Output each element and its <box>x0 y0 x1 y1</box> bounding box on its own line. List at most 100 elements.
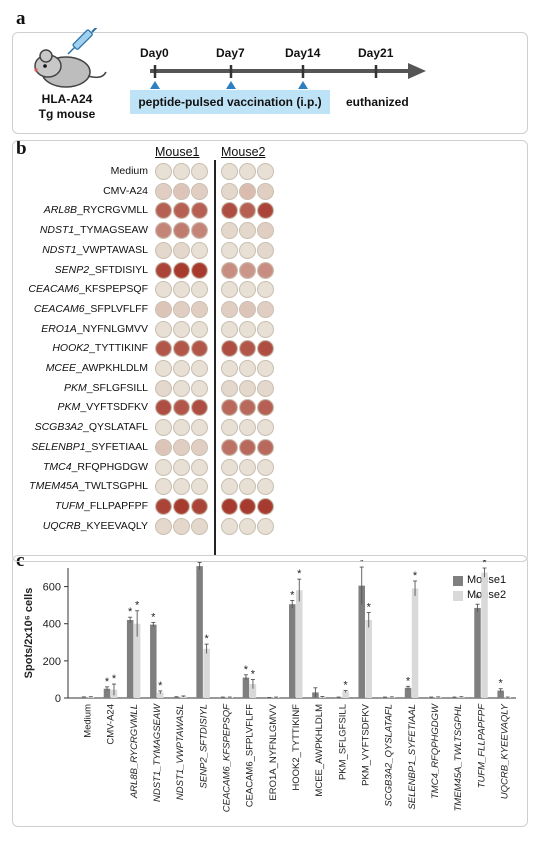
legend-swatch-mouse1 <box>453 576 463 586</box>
well-mouse1 <box>191 438 208 456</box>
well-mouse2 <box>221 458 238 476</box>
x-tick-label: CEACAM6_KFSPEPSQF <box>222 703 233 812</box>
well-row-label: NDST1_TYMAGSEAW <box>14 224 148 236</box>
well-mouse1 <box>155 360 172 377</box>
bar-mouse2 <box>180 696 187 698</box>
well-mouse1 <box>173 300 190 318</box>
well-mouse1 <box>191 458 208 476</box>
well-mouse1 <box>173 458 190 476</box>
x-tick-label: CEACAM6_SFPLVFLFF <box>245 704 256 807</box>
well-mouse1 <box>191 241 208 259</box>
well-mouse2 <box>239 182 256 200</box>
well-mouse1 <box>155 261 172 279</box>
peptide-name: CMV-A24 <box>103 184 148 197</box>
well-mouse2 <box>239 497 256 515</box>
well-row-label: TMC4_RFQPHGDGW <box>14 461 148 473</box>
well-mouse1 <box>191 340 208 358</box>
peptide-name: _VYFTSDFKV <box>80 401 148 414</box>
well-row-label: Medium <box>14 165 148 177</box>
day0-label: Day0 <box>140 46 169 60</box>
well-row-label: SENP2_SFTDISIYL <box>14 264 148 276</box>
bar-mouse2 <box>296 590 303 698</box>
gene-name: UQCRB <box>42 519 81 532</box>
day21-label: Day21 <box>358 46 394 60</box>
well-mouse2 <box>257 281 274 299</box>
well-mouse2 <box>239 261 256 279</box>
significance-star: * <box>475 593 480 605</box>
x-tick-label: PKM_SFLGFSILL <box>337 704 348 780</box>
significance-star: * <box>367 602 372 614</box>
well-mouse2 <box>221 360 238 377</box>
well-mouse1 <box>191 478 208 496</box>
significance-star: * <box>105 676 110 688</box>
well-mouse1 <box>191 497 208 515</box>
day7-label: Day7 <box>216 46 245 60</box>
well-mouse2 <box>257 419 274 437</box>
well-mouse2 <box>257 379 274 397</box>
well-mouse2 <box>221 379 238 397</box>
well-mouse2 <box>221 300 238 318</box>
well-mouse1 <box>173 379 190 397</box>
vaccination-box <box>130 90 330 114</box>
well-row-label: TMEM45A_TWLTSGPHL <box>14 480 148 492</box>
gene-name: ARL8B <box>43 204 77 217</box>
mouse-strain: HLA-A24 <box>41 92 93 106</box>
significance-star: * <box>204 633 209 645</box>
well-mouse2 <box>221 438 238 456</box>
peptide-name: _TYTTIKINF <box>89 342 148 355</box>
well-mouse2 <box>221 163 238 180</box>
well-mouse1 <box>173 222 190 240</box>
gene-name: SELENBP1 <box>31 440 86 453</box>
significance-star: * <box>128 606 133 618</box>
gene-name: NDST1 <box>42 243 77 256</box>
well-mouse1 <box>155 399 172 417</box>
well-mouse2 <box>239 379 256 397</box>
x-tick-label: HOOK2_TYTTIKINF <box>291 704 302 791</box>
significance-star: * <box>343 680 348 692</box>
well-mouse2 <box>257 300 274 318</box>
peptide-name: _QYSLATAFL <box>83 421 148 434</box>
well-mouse1 <box>173 517 190 535</box>
well-mouse1 <box>191 261 208 279</box>
well-mouse1 <box>155 458 172 476</box>
legend-swatch-mouse2 <box>453 591 463 601</box>
well-mouse1 <box>155 478 172 496</box>
x-tick-label: MCEE_AWPKHLDLM <box>314 704 325 797</box>
well-mouse2 <box>239 222 256 240</box>
gene-name: PKM <box>63 381 87 394</box>
bar-mouse2 <box>87 697 95 698</box>
peptide-name: _FLLPAPFPF <box>84 499 148 512</box>
bar-mouse2 <box>458 697 465 698</box>
x-tick-label: TMEM45A_TWLTSGPHL <box>453 704 464 812</box>
well-mouse1 <box>191 379 208 397</box>
x-tick-label: TMC4_RFQPHGDGW <box>430 703 441 799</box>
well-row-label: ARL8B_RYCRGVMLL <box>14 204 148 216</box>
well-row-label: SELENBP1_SYFETIAAL <box>14 441 148 453</box>
day14-label: Day14 <box>285 46 321 60</box>
significance-star: * <box>158 680 163 692</box>
well-mouse1 <box>191 419 208 437</box>
well-mouse1 <box>155 497 172 515</box>
peptide-name: _SFLGFSILL <box>86 381 148 394</box>
well-mouse1 <box>191 320 208 338</box>
well-mouse2 <box>221 182 238 200</box>
panel-c-frame <box>12 555 528 827</box>
well-mouse1 <box>155 340 172 358</box>
well-mouse2 <box>221 419 238 437</box>
bar-mouse2 <box>203 648 210 698</box>
well-mouse2 <box>257 182 274 200</box>
gene-name: TMC4 <box>42 460 72 473</box>
gene-name: SENP2 <box>54 263 90 276</box>
significance-star: * <box>151 611 156 623</box>
well-mouse1 <box>191 202 208 220</box>
gene-name: NDST1 <box>39 224 75 237</box>
well-mouse1 <box>173 281 190 299</box>
significance-star: * <box>197 560 202 563</box>
significance-star: * <box>406 675 411 687</box>
gene-name: MCEE <box>45 362 77 374</box>
well-mouse2 <box>239 438 256 456</box>
well-mouse1 <box>155 163 172 180</box>
well-mouse1 <box>173 320 190 338</box>
peptide-name: _RFQPHGDGW <box>71 460 148 473</box>
